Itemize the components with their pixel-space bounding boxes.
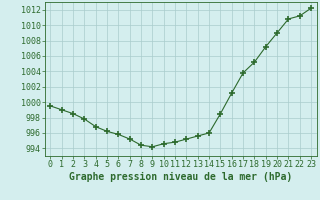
X-axis label: Graphe pression niveau de la mer (hPa): Graphe pression niveau de la mer (hPa) — [69, 172, 292, 182]
